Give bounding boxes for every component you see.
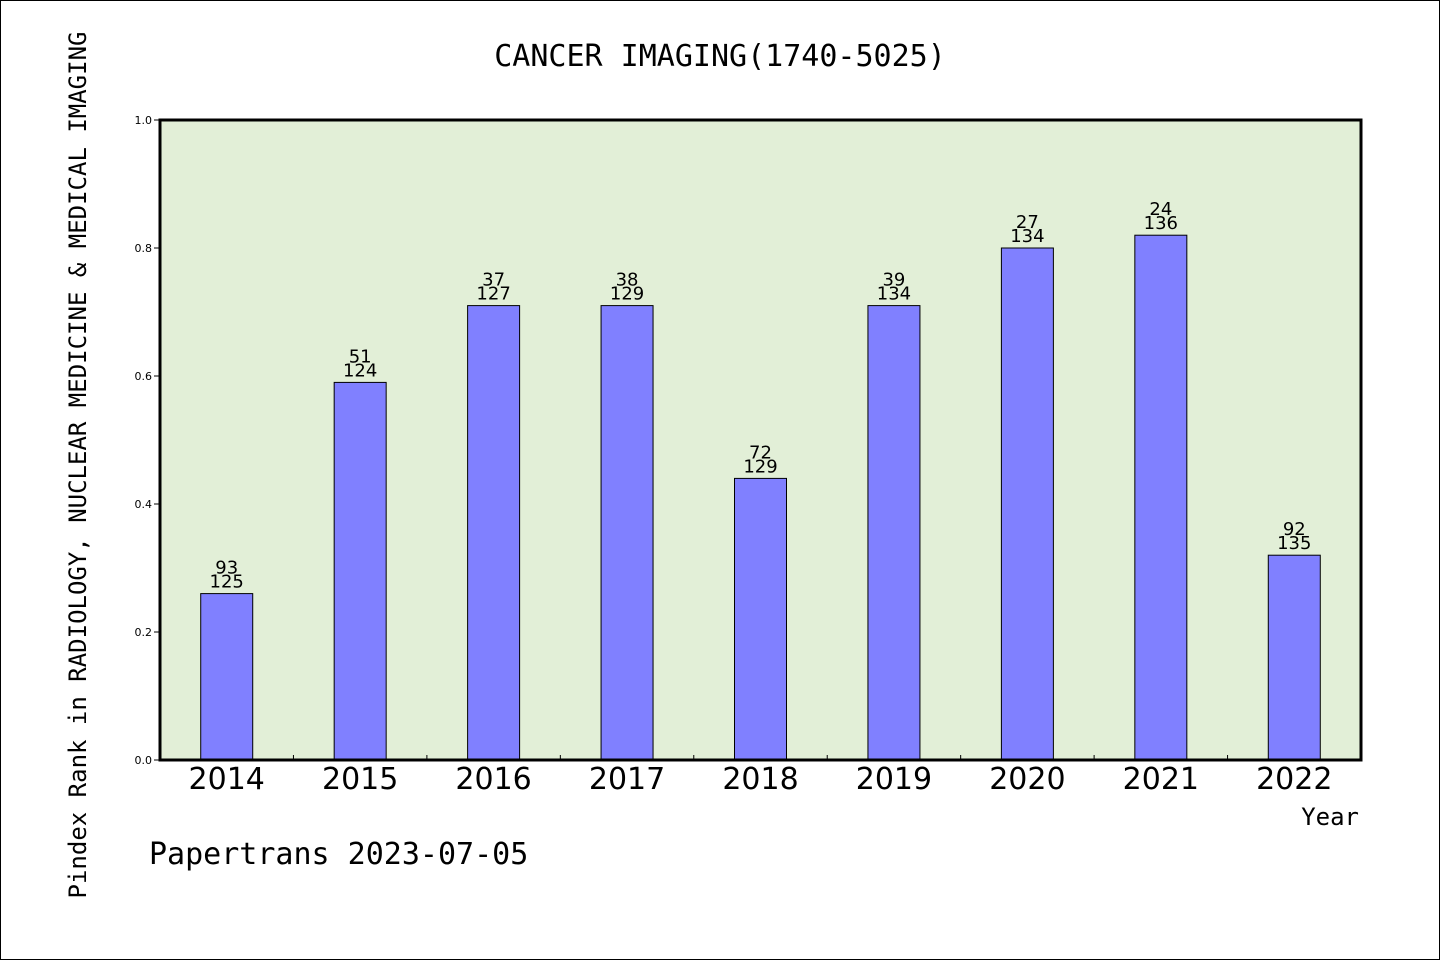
rank-label-2017: 38 <box>616 270 639 291</box>
total-label-2018: 129 <box>743 456 777 477</box>
chart-title: CANCER IMAGING(1740-5025) <box>494 39 946 74</box>
x-tick-label-2021: 2021 <box>1123 762 1199 797</box>
rank-label-2021: 24 <box>1149 199 1172 220</box>
x-tick-label-2015: 2015 <box>322 762 398 797</box>
bar-2022 <box>1267 554 1321 761</box>
total-label-2021: 136 <box>1144 213 1178 234</box>
y-axis-label: Pindex Rank in RADIOLOGY, NUCLEAR MEDICI… <box>64 32 92 899</box>
rank-label-2019: 39 <box>882 270 905 291</box>
bar-2018 <box>734 477 787 761</box>
x-tick-label-2017: 2017 <box>589 762 665 797</box>
bars-group: 9312551124371273812972129391342713424136… <box>200 199 1321 761</box>
rank-label-2020: 27 <box>1016 212 1039 233</box>
credit-text: Papertrans 2023-07-05 <box>149 837 528 872</box>
rank-label-2015: 51 <box>349 346 372 367</box>
total-label-2017: 129 <box>610 284 644 305</box>
rank-label-2016: 37 <box>482 270 505 291</box>
total-label-2016: 127 <box>476 284 510 305</box>
x-tick-label-2020: 2020 <box>989 762 1065 797</box>
bar-2017 <box>600 305 654 761</box>
x-tick-label-2022: 2022 <box>1256 762 1332 797</box>
bar-2021 <box>1134 234 1188 761</box>
rank-label-2022: 92 <box>1283 519 1306 540</box>
x-axis-label: Year <box>1301 803 1359 831</box>
y-tick-label-0.0: 0.0 <box>135 754 153 767</box>
total-label-2014: 125 <box>210 572 244 593</box>
bar-2020 <box>1000 247 1054 761</box>
y-tick-label-0.4: 0.4 <box>135 498 153 511</box>
x-tick-label-2018: 2018 <box>722 762 798 797</box>
y-tick-label-0.8: 0.8 <box>135 242 153 255</box>
plot-border <box>158 118 1363 762</box>
x-tick-label-2019: 2019 <box>856 762 932 797</box>
x-tick-label-2016: 2016 <box>455 762 531 797</box>
bar-2014 <box>200 593 254 761</box>
total-label-2015: 124 <box>343 360 377 381</box>
bar-2016 <box>467 305 521 761</box>
total-label-2019: 134 <box>877 284 911 305</box>
total-label-2020: 134 <box>1010 226 1044 247</box>
y-tick-label-0.6: 0.6 <box>135 370 153 383</box>
bar-2019 <box>867 305 921 761</box>
rank-label-2014: 93 <box>215 558 238 579</box>
y-tick-label-0.2: 0.2 <box>135 626 153 639</box>
bar-2015 <box>333 381 387 761</box>
axis-ticks-group: 2014 2015 2016 2017 2018 2019 2020 2021 2022 0.0 0… <box>135 114 1333 797</box>
total-label-2022: 135 <box>1277 533 1311 554</box>
x-tick-label-2014: 2014 <box>189 762 265 797</box>
rank-label-2018: 72 <box>749 442 772 463</box>
y-tick-label-1.0: 1.0 <box>135 114 153 127</box>
